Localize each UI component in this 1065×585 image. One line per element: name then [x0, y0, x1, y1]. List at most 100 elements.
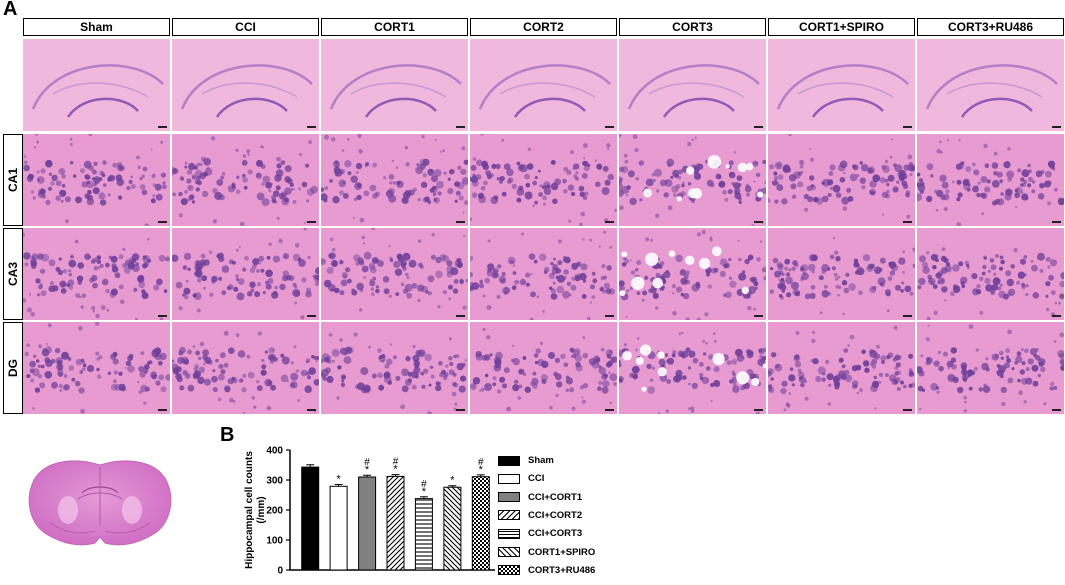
bar-cci: [329, 485, 348, 571]
y-tick-label: 300: [266, 476, 283, 487]
legend-label: CCI+CORT2: [528, 509, 583, 521]
scale-bar: [158, 221, 167, 223]
error-bar: [476, 474, 485, 477]
legend-label: CCI+CORT3: [528, 528, 583, 540]
significance-hash: #: [393, 457, 399, 468]
row-label-text: CA3: [6, 261, 21, 287]
micrograph-ca3-cort3: [619, 228, 766, 320]
scale-bar: [456, 126, 465, 128]
scale-bar: [605, 315, 614, 317]
micrograph-dg-cort1-spiro: [768, 322, 915, 414]
scale-bar: [307, 221, 316, 223]
scale-bar: [456, 409, 465, 411]
row-label-ca1: CA1: [3, 134, 23, 226]
legend-swatch: [498, 473, 520, 484]
scale-bar: [903, 126, 912, 128]
micrograph-ca1-cort1: [321, 134, 468, 226]
significance-star: *: [422, 486, 427, 498]
micrograph-dg-cci: [172, 322, 319, 414]
row-label-text: DG: [6, 359, 20, 377]
scale-bar: [158, 315, 167, 317]
micrograph-ca1-cort2: [470, 134, 617, 226]
legend-swatch: [498, 565, 520, 576]
significance-star: *: [365, 464, 370, 476]
error-bar: [334, 484, 343, 487]
error-bar: [306, 464, 315, 468]
scale-bar: [903, 315, 912, 317]
error-bar: [363, 474, 372, 477]
scale-bar: [754, 409, 763, 411]
micrograph-overview-cci: [172, 39, 319, 131]
scale-bar: [158, 409, 167, 411]
legend-label: Sham: [528, 455, 554, 466]
scale-bar: [754, 315, 763, 317]
significance-hash: #: [478, 457, 484, 468]
scale-bar: [605, 409, 614, 411]
micrograph-overview-cort3-ru486: [917, 39, 1064, 131]
micrograph-overview-cort2: [470, 39, 617, 131]
legend-item: CCI+CORT3: [498, 528, 582, 539]
y-tick-label: 100: [266, 536, 283, 547]
micrograph-ca1-cort1-spiro: [768, 134, 915, 226]
panel-b-label: B: [220, 424, 235, 446]
micrograph-ca3-cort1: [321, 228, 468, 320]
scale-bar: [1052, 409, 1061, 411]
micrograph-ca1-cort3-ru486: [917, 134, 1064, 226]
bar-cci-cort2: [386, 475, 405, 571]
micrograph-overview-cort1: [321, 39, 468, 131]
scale-bar: [903, 221, 912, 223]
micrograph-ca3-cort3-ru486: [917, 228, 1064, 320]
significance-star: *: [337, 474, 342, 486]
scale-bar: [754, 126, 763, 128]
legend-item: CCI+CORT2: [498, 510, 582, 521]
scale-bar: [1052, 126, 1061, 128]
micrograph-ca1-sham: [23, 134, 170, 226]
micrograph-dg-cort3: [619, 322, 766, 414]
significance-star: *: [450, 475, 455, 487]
scale-bar: [456, 315, 465, 317]
significance-hash: #: [364, 457, 370, 468]
scale-bar: [307, 315, 316, 317]
bar-cci-cort3: [414, 498, 433, 571]
legend-swatch: [498, 528, 520, 539]
legend-item: CCI+CORT1: [498, 492, 582, 503]
scale-bar: [307, 126, 316, 128]
bar-sham: [301, 466, 320, 571]
micrograph-dg-cort1: [321, 322, 468, 414]
error-bar: [419, 496, 428, 499]
column-header-cort1-spiro: CORT1+SPIRO: [768, 18, 915, 36]
legend-label: CORT3+RU486: [528, 564, 596, 576]
legend-item: CORT3+RU486: [498, 565, 595, 576]
bar-cort3-ru486: [471, 476, 490, 571]
micrograph-overview-cort1-spiro: [768, 39, 915, 131]
significance-hash: #: [421, 479, 427, 490]
micrograph-dg-cort3-ru486: [917, 322, 1064, 414]
error-bar: [391, 474, 400, 477]
legend-swatch: [498, 547, 520, 557]
legend-label: CORT1+SPIRO: [528, 546, 596, 558]
micrograph-ca3-cci: [172, 228, 319, 320]
y-tick-label: 200: [266, 506, 283, 517]
y-axis-label: Hippocampal cell counts(/mm): [244, 451, 267, 569]
scale-bar: [1052, 315, 1061, 317]
bar-cort1-spiro: [443, 486, 462, 571]
micrograph-dg-sham: [23, 322, 170, 414]
scale-bar: [307, 409, 316, 411]
panel-a-label: A: [3, 0, 18, 20]
bar-cci-cort1: [358, 476, 377, 571]
significance-star: *: [393, 464, 398, 476]
legend-label: CCI: [528, 473, 545, 485]
y-tick-label: 0: [277, 566, 283, 577]
legend-swatch: [498, 492, 520, 503]
scale-bar: [754, 221, 763, 223]
row-label-ca3: CA3: [3, 228, 23, 320]
scale-bar: [158, 126, 167, 128]
row-label-dg: DG: [3, 322, 23, 414]
legend-swatch: [498, 510, 520, 521]
legend-item: CORT1+SPIRO: [498, 547, 595, 558]
scale-bar: [1052, 221, 1061, 223]
micrograph-dg-cort2: [470, 322, 617, 414]
significance-star: *: [479, 464, 484, 476]
scale-bar: [605, 126, 614, 128]
legend-item: Sham: [498, 455, 554, 466]
